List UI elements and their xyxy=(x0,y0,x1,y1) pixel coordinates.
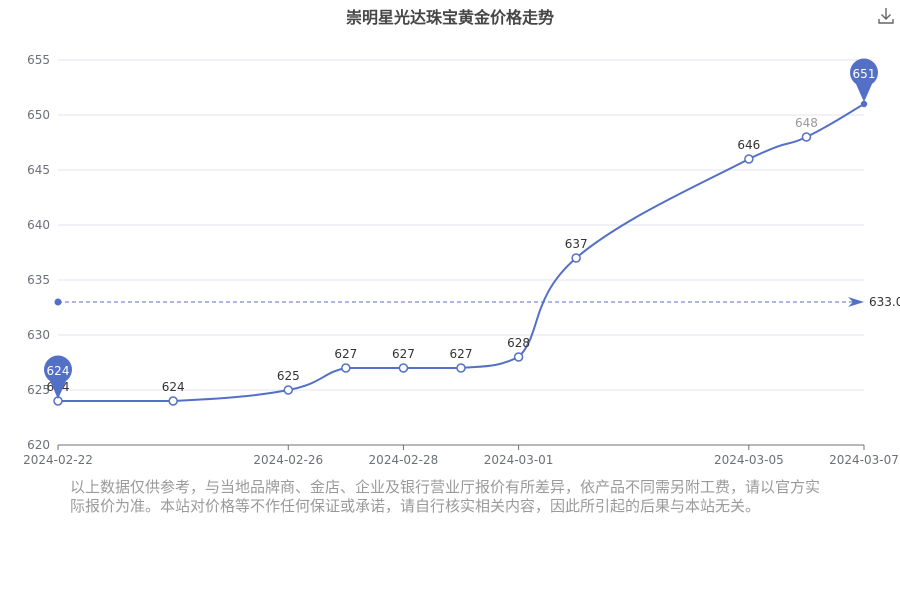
data-point xyxy=(398,363,409,373)
data-label: 627 xyxy=(392,347,415,361)
x-tick-label: 2024-02-26 xyxy=(253,453,323,467)
data-point xyxy=(571,253,581,263)
mark-pin-label-max: 651 xyxy=(853,67,876,81)
y-tick-label: 635 xyxy=(27,273,50,287)
data-point xyxy=(513,352,524,362)
data-label: 628 xyxy=(507,336,530,350)
mark-pin-max xyxy=(850,58,878,102)
data-point xyxy=(168,396,178,406)
data-point xyxy=(744,154,754,164)
data-label: 624 xyxy=(162,380,185,394)
chart-title: 崇明星光达珠宝黄金价格走势 xyxy=(345,8,554,27)
data-point xyxy=(341,363,351,373)
y-tick-label: 620 xyxy=(27,438,50,452)
x-tick-label: 2024-03-01 xyxy=(484,453,554,467)
y-tick-label: 630 xyxy=(27,328,50,342)
average-line-arrow xyxy=(848,297,864,307)
x-tick-label: 2024-03-07 xyxy=(829,453,899,467)
y-tick-label: 640 xyxy=(27,218,50,232)
y-tick-label: 645 xyxy=(27,163,50,177)
disclaimer-text: 以上数据仅供参考，与当地品牌商、金店、企业及银行营业厅报价有所差异，依产品不同需… xyxy=(70,478,821,515)
download-icon[interactable] xyxy=(876,6,896,26)
x-tick-label: 2024-02-22 xyxy=(23,453,93,467)
data-label: 625 xyxy=(277,369,300,383)
data-point xyxy=(283,385,294,395)
average-line-label: 633.0 xyxy=(869,295,900,309)
average-line-start xyxy=(54,298,62,306)
x-tick-label: 2024-02-28 xyxy=(369,453,439,467)
mark-pin-label-min: 624 xyxy=(47,364,70,378)
data-label: 637 xyxy=(565,237,588,251)
data-label: 646 xyxy=(737,138,760,152)
data-label: 648 xyxy=(795,116,818,130)
data-point xyxy=(456,363,466,373)
y-tick-label: 650 xyxy=(27,108,50,122)
y-tick-label: 625 xyxy=(27,383,50,397)
series-line xyxy=(58,103,865,402)
x-tick-label: 2024-03-05 xyxy=(714,453,784,467)
data-point xyxy=(860,100,868,108)
data-point xyxy=(801,132,812,142)
y-tick-label: 655 xyxy=(27,53,50,67)
data-label: 627 xyxy=(450,347,473,361)
data-label: 627 xyxy=(334,347,357,361)
mark-pin-min xyxy=(44,355,72,399)
